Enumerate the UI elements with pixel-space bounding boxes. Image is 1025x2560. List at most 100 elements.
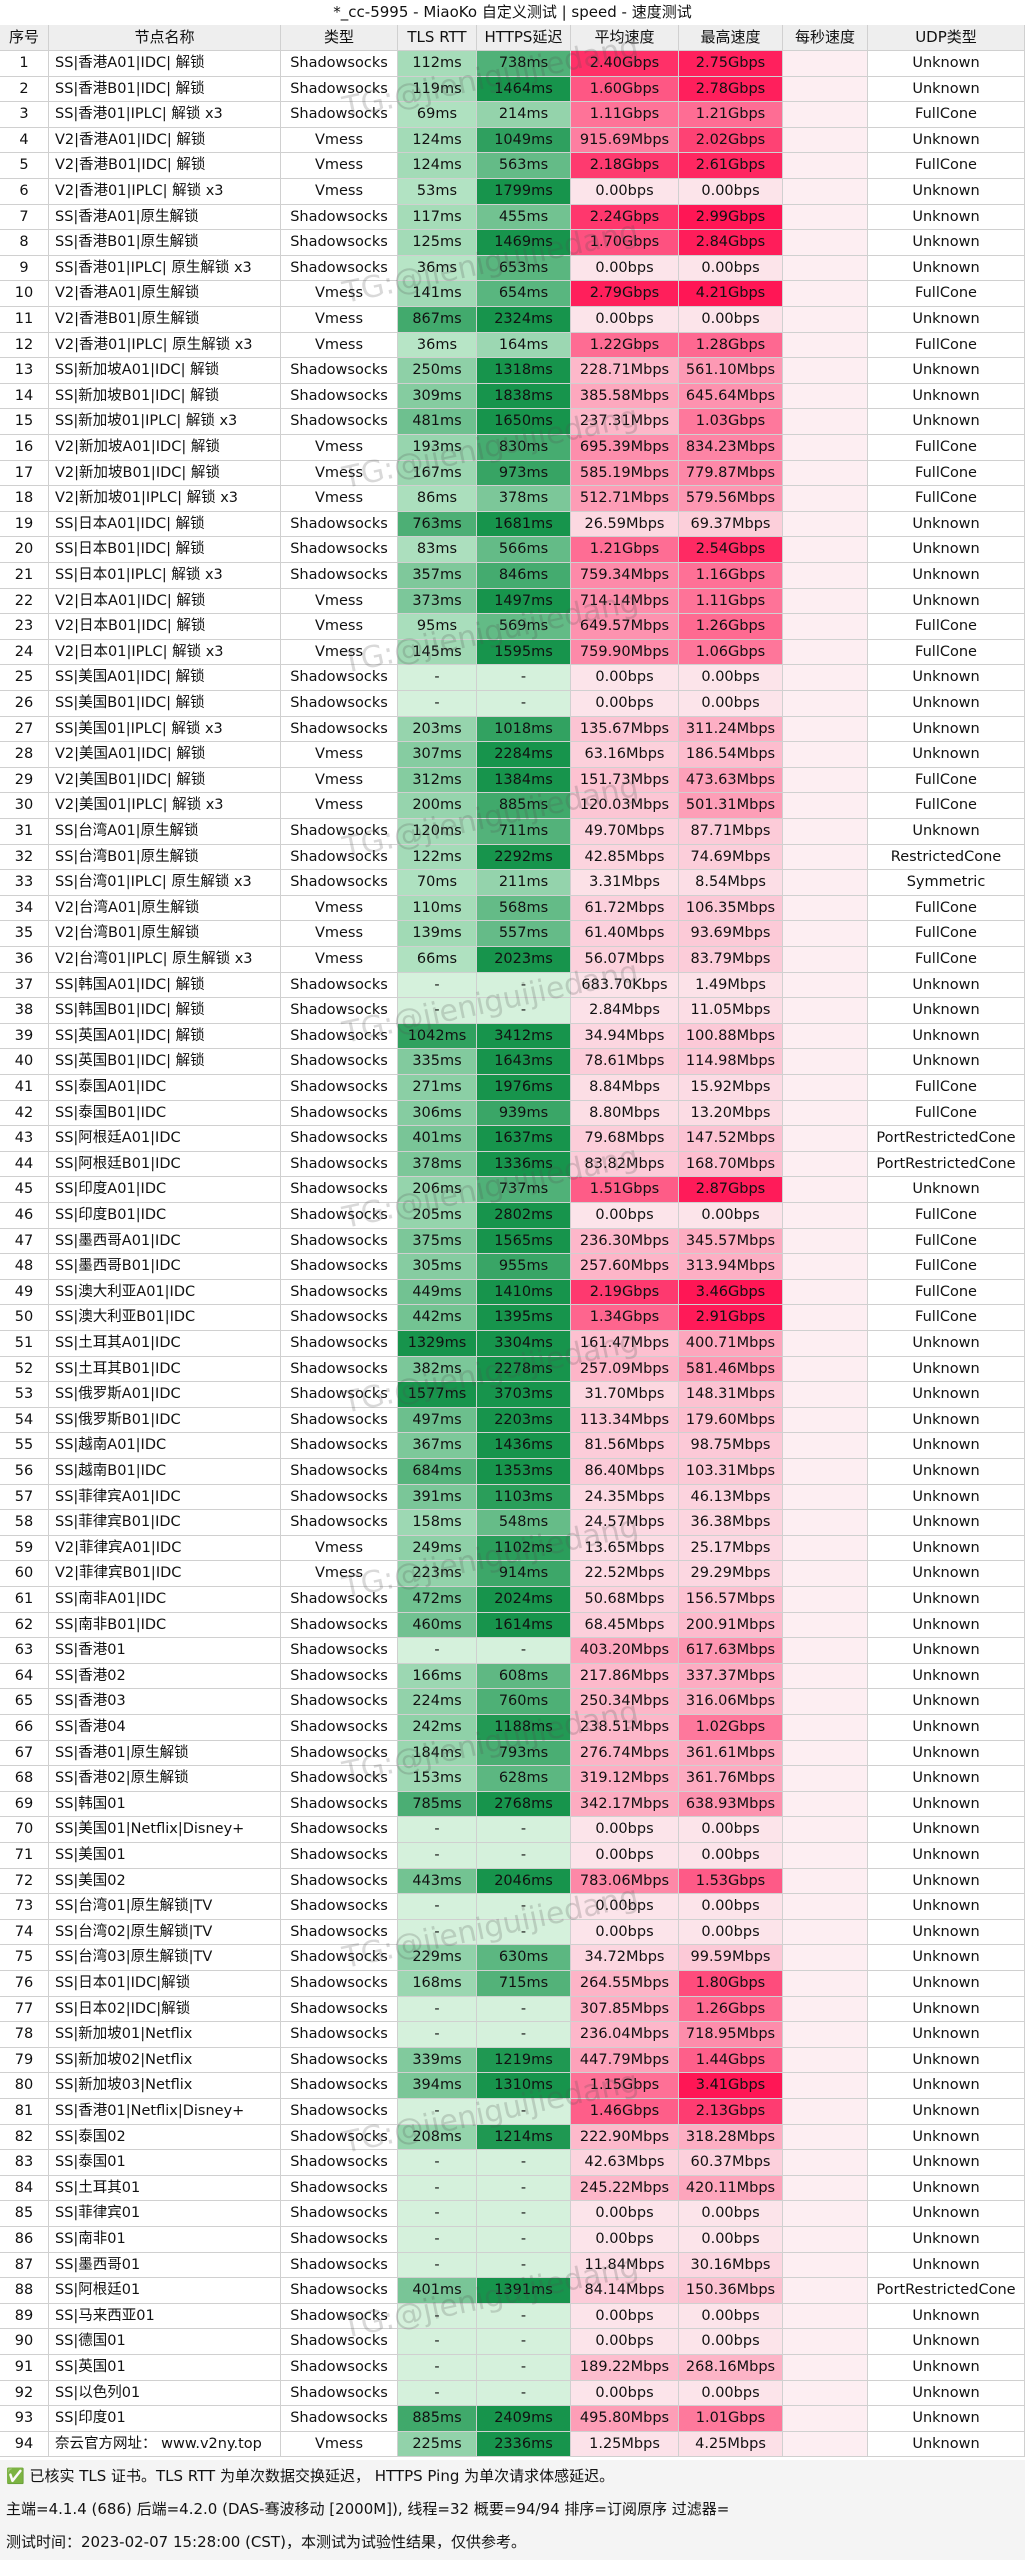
avg-speed: 403.20Mbps: [571, 1638, 679, 1664]
index: 42: [0, 1100, 49, 1127]
https-delay: -: [477, 1843, 571, 1869]
max-speed: 0.00bps: [679, 665, 783, 691]
node-name: V2|香港B01|IDC| 解锁: [49, 153, 281, 179]
per-second-speed: [783, 972, 868, 999]
https-delay: -: [477, 2227, 571, 2253]
https-delay: 1497ms: [477, 588, 571, 615]
max-speed: 2.02Gbps: [679, 127, 783, 154]
avg-speed: 0.00bps: [571, 255, 679, 282]
https-delay: 628ms: [477, 1766, 571, 1792]
per-second-speed: [783, 1587, 868, 1613]
node-name: SS|英国01: [49, 2355, 281, 2381]
avg-speed: 495.80Mbps: [571, 2406, 679, 2432]
protocol: Shadowsocks: [281, 665, 398, 691]
per-second-speed: [783, 1254, 868, 1280]
avg-speed: 447.79Mbps: [571, 2047, 679, 2074]
https-delay: 1103ms: [477, 1484, 571, 1511]
max-speed: 83.79Mbps: [679, 947, 783, 973]
tls-rtt: 166ms: [398, 1663, 477, 1690]
per-second-speed: [783, 1817, 868, 1843]
https-delay: 164ms: [477, 332, 571, 359]
protocol: Shadowsocks: [281, 998, 398, 1024]
https-delay: -: [477, 2150, 571, 2176]
node-name: SS|新加坡01|IPLC| 解锁 x3: [49, 409, 281, 435]
max-speed: 318.28Mbps: [679, 2124, 783, 2151]
udp-type: PortRestrictedCone: [868, 1126, 1025, 1152]
tls-rtt: -: [398, 2329, 477, 2355]
per-second-speed: [783, 998, 868, 1024]
max-speed: 0.00bps: [679, 2201, 783, 2227]
https-delay: 214ms: [477, 102, 571, 128]
per-second-speed: [783, 2380, 868, 2407]
https-delay: 1614ms: [477, 1612, 571, 1639]
max-speed: 29.29Mbps: [679, 1561, 783, 1587]
table-row: 39 SS|英国A01|IDC| 解锁 Shadowsocks 1042ms 3412m…: [0, 1023, 1025, 1050]
https-delay: -: [477, 1996, 571, 2023]
udp-type: Unknown: [868, 972, 1025, 999]
protocol: Shadowsocks: [281, 1945, 398, 1971]
udp-type: Unknown: [868, 1843, 1025, 1869]
index: 92: [0, 2380, 49, 2407]
index: 24: [0, 639, 49, 666]
per-second-speed: [783, 1535, 868, 1562]
https-delay: 1318ms: [477, 358, 571, 384]
protocol: Shadowsocks: [281, 1791, 398, 1818]
max-speed: 200.91Mbps: [679, 1612, 783, 1639]
https-delay: 711ms: [477, 819, 571, 845]
table-row: 18 V2|新加坡01|IPLC| 解锁 x3 Vmess 86ms 378ms 512.…: [0, 486, 1025, 512]
avg-speed: 11.84Mbps: [571, 2252, 679, 2279]
max-speed: 69.37Mbps: [679, 511, 783, 538]
node-name: SS|英国A01|IDC| 解锁: [49, 1023, 281, 1050]
protocol: Shadowsocks: [281, 1356, 398, 1383]
table-row: 70 SS|美国01|Netflix|Disney+ Shadowsocks - -0.…: [0, 1817, 1025, 1843]
max-speed: 361.61Mbps: [679, 1740, 783, 1767]
max-speed: 0.00bps: [679, 307, 783, 333]
index: 77: [0, 1996, 49, 2023]
index: 87: [0, 2252, 49, 2279]
https-delay: 760ms: [477, 1689, 571, 1715]
tls-rtt: 206ms: [398, 1177, 477, 1203]
column-header: 序号: [0, 25, 49, 51]
per-second-speed: [783, 255, 868, 282]
index: 3: [0, 102, 49, 128]
index: 54: [0, 1407, 49, 1434]
node-name: SS|阿根廷01: [49, 2278, 281, 2304]
tls-rtt: 449ms: [398, 1279, 477, 1306]
tls-rtt: 124ms: [398, 127, 477, 154]
per-second-speed: [783, 1356, 868, 1383]
max-speed: 638.93Mbps: [679, 1791, 783, 1818]
max-speed: 3.46Gbps: [679, 1279, 783, 1306]
tls-rtt: 224ms: [398, 1689, 477, 1715]
max-speed: 106.35Mbps: [679, 895, 783, 922]
max-speed: 4.25Mbps: [679, 2431, 783, 2458]
udp-type: Unknown: [868, 1561, 1025, 1587]
protocol: Shadowsocks: [281, 844, 398, 871]
node-name: SS|英国B01|IDC| 解锁: [49, 1049, 281, 1075]
https-delay: 1395ms: [477, 1305, 571, 1331]
index: 55: [0, 1433, 49, 1459]
https-delay: 2768ms: [477, 1791, 571, 1818]
avg-speed: 2.18Gbps: [571, 153, 679, 179]
table-row: 21 SS|日本01|IPLC| 解锁 x3 Shadowsocks 357ms 846…: [0, 563, 1025, 589]
node-name: SS|新加坡02|Netflix: [49, 2047, 281, 2074]
https-delay: 1410ms: [477, 1279, 571, 1306]
table-row: 17 V2|新加坡B01|IDC| 解锁 Vmess 167ms 973ms 585.19…: [0, 460, 1025, 487]
per-second-speed: [783, 1638, 868, 1664]
max-speed: 1.26Gbps: [679, 1996, 783, 2023]
node-name: SS|泰国A01|IDC: [49, 1075, 281, 1101]
udp-type: FullCone: [868, 332, 1025, 359]
index: 63: [0, 1638, 49, 1664]
index: 85: [0, 2201, 49, 2227]
avg-speed: 151.73Mbps: [571, 767, 679, 794]
udp-type: FullCone: [868, 614, 1025, 640]
index: 35: [0, 921, 49, 947]
index: 71: [0, 1843, 49, 1869]
node-name: V2|美国A01|IDC| 解锁: [49, 742, 281, 768]
https-delay: -: [477, 2329, 571, 2355]
protocol: Shadowsocks: [281, 102, 398, 128]
protocol: Shadowsocks: [281, 2227, 398, 2253]
tls-rtt: 497ms: [398, 1407, 477, 1434]
udp-type: Unknown: [868, 1791, 1025, 1818]
https-delay: 1464ms: [477, 76, 571, 103]
